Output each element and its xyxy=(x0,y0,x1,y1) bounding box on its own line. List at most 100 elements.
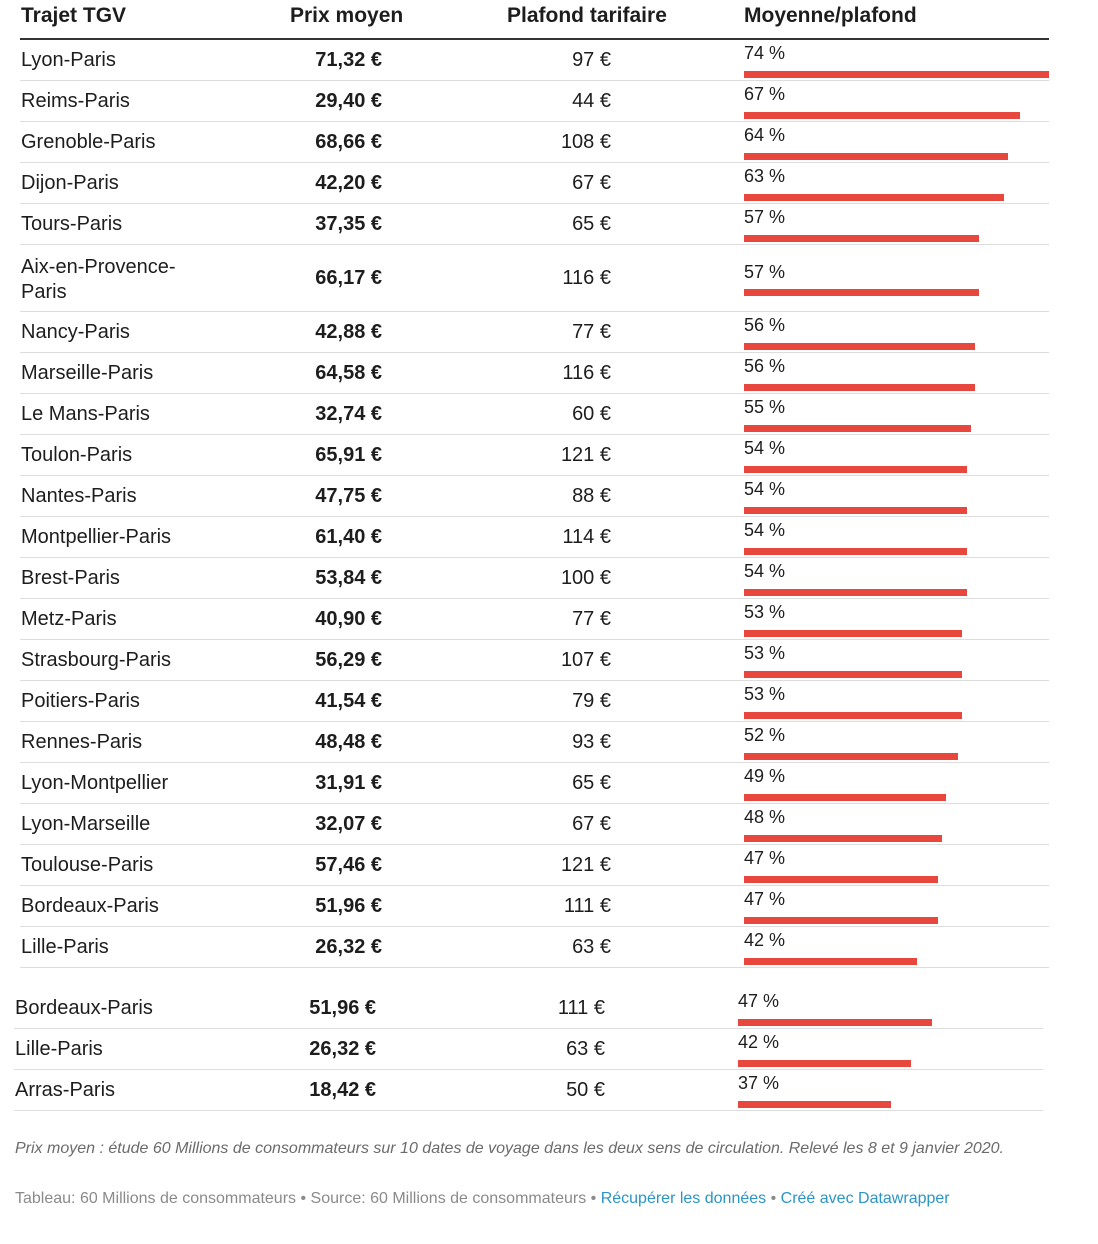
prix-cell: 32,07 € xyxy=(315,813,382,835)
table-row: Lille-Paris 26,32 € 63 € 42 % xyxy=(20,927,1049,968)
table-row: Grenoble-Paris 68,66 € 108 € 64 % xyxy=(20,122,1049,163)
ratio-label: 47 % xyxy=(744,848,786,868)
ratio-label: 54 % xyxy=(744,479,786,499)
route-cell: Lyon-Montpellier xyxy=(21,772,169,794)
ratio-bar xyxy=(744,548,967,555)
ratio-bar xyxy=(744,630,962,637)
ratio-label: 74 % xyxy=(744,43,786,63)
ratio-bar xyxy=(744,194,1004,201)
route-cell: Dijon-Paris xyxy=(21,172,119,194)
table-row: Lyon-Marseille 32,07 € 67 € 48 % xyxy=(20,804,1049,845)
plafond-cell: 111 € xyxy=(557,997,605,1019)
plafond-cell: 116 € xyxy=(562,362,611,384)
ratio-bar xyxy=(744,589,967,596)
ratio-bar xyxy=(744,466,967,473)
ratio-label: 48 % xyxy=(744,807,786,827)
prix-cell: 42,88 € xyxy=(315,321,382,343)
route-cell: Poitiers-Paris xyxy=(21,690,140,712)
column-header-prix[interactable]: Prix moyen xyxy=(290,4,404,27)
ratio-bar xyxy=(744,235,979,242)
route-cell: Toulon-Paris xyxy=(21,444,133,466)
ratio-label: 56 % xyxy=(744,356,786,376)
ratio-bar xyxy=(744,343,975,350)
download-data-link[interactable]: Récupérer les données xyxy=(600,1190,767,1207)
plafond-cell: 65 € xyxy=(572,772,611,794)
table-row: Nantes-Paris 47,75 € 88 € 54 % xyxy=(20,476,1049,517)
route-cell: Lille-Paris xyxy=(15,1038,103,1060)
ratio-bar xyxy=(744,917,938,924)
table-row: Dijon-Paris 42,20 € 67 € 63 % xyxy=(20,163,1049,204)
plafond-cell: 108 € xyxy=(560,131,611,153)
prix-cell: 71,32 € xyxy=(315,49,382,71)
table-row: Le Mans-Paris 32,74 € 60 € 55 % xyxy=(20,394,1049,435)
route-cell: Grenoble-Paris xyxy=(21,131,156,153)
credits-footer: Tableau: 60 Millions de consommateurs • … xyxy=(15,1190,950,1208)
column-header-ratio[interactable]: Moyenne/plafond xyxy=(744,4,917,27)
prix-cell: 65,91 € xyxy=(315,444,382,466)
table-row: Reims-Paris 29,40 € 44 € 67 % xyxy=(20,81,1049,122)
route-cell: Toulouse-Paris xyxy=(21,854,154,876)
route-cell: Lyon-Marseille xyxy=(21,813,151,835)
route-cell: Brest-Paris xyxy=(21,567,120,589)
table-row: Poitiers-Paris 41,54 € 79 € 53 % xyxy=(20,681,1049,722)
ratio-bar xyxy=(744,835,942,842)
route-cell: Lille-Paris xyxy=(21,936,109,958)
ratio-bar xyxy=(744,753,958,760)
column-header-plafond[interactable]: Plafond tarifaire xyxy=(507,4,667,27)
ratio-label: 57 % xyxy=(744,262,786,282)
ratio-bar xyxy=(738,1101,891,1108)
plafond-cell: 67 € xyxy=(572,172,611,194)
prix-cell: 48,48 € xyxy=(315,731,382,753)
prix-cell: 42,20 € xyxy=(315,172,382,194)
ratio-label: 64 % xyxy=(744,125,786,145)
ratio-label: 53 % xyxy=(744,684,786,704)
table-row: Lyon-Paris 71,32 € 97 € 74 % xyxy=(20,40,1049,81)
table-row: Strasbourg-Paris 56,29 € 107 € 53 % xyxy=(20,640,1049,681)
prix-cell: 26,32 € xyxy=(309,1038,376,1060)
data-table: Trajet TGV Prix moyen Plafond tarifaire … xyxy=(20,0,1049,968)
table-header: Trajet TGV Prix moyen Plafond tarifaire … xyxy=(20,0,1049,40)
ratio-bar xyxy=(744,289,979,296)
ratio-label: 53 % xyxy=(744,643,786,663)
route-cell: Lyon-Paris xyxy=(21,49,116,71)
prix-cell: 66,17 € xyxy=(315,267,382,289)
route-cell: Bordeaux-Paris xyxy=(21,895,159,917)
prix-cell: 29,40 € xyxy=(315,90,382,112)
ratio-bar xyxy=(738,1019,932,1026)
ratio-label: 54 % xyxy=(744,561,786,581)
table-row: Nancy-Paris 42,88 € 77 € 56 % xyxy=(20,312,1049,353)
table-row: Lyon-Montpellier 31,91 € 65 € 49 % xyxy=(20,763,1049,804)
ratio-bar xyxy=(744,507,967,514)
route-cell: Montpellier-Paris xyxy=(21,526,172,548)
route-cell: Le Mans-Paris xyxy=(21,403,150,425)
ratio-bar xyxy=(744,794,946,801)
ratio-label: 49 % xyxy=(744,766,786,786)
route-cell: Reims-Paris xyxy=(21,90,130,112)
credits-text: Tableau: 60 Millions de consommateurs • … xyxy=(15,1190,601,1207)
plafond-cell: 44 € xyxy=(572,90,611,112)
ratio-label: 55 % xyxy=(744,397,786,417)
route-cell: Nancy-Paris xyxy=(21,321,130,343)
route-cell: Marseille-Paris xyxy=(21,362,154,384)
credits-separator: • xyxy=(766,1190,781,1207)
ratio-label: 56 % xyxy=(744,315,786,335)
route-cell: Rennes-Paris xyxy=(21,731,143,753)
table-row: Toulon-Paris 65,91 € 121 € 54 % xyxy=(20,435,1049,476)
plafond-cell: 121 € xyxy=(560,444,611,466)
plafond-cell: 114 € xyxy=(562,526,611,548)
prix-cell: 37,35 € xyxy=(315,213,382,235)
route-cell: Tours-Paris xyxy=(21,213,123,235)
route-cell: Nantes-Paris xyxy=(21,485,137,507)
prix-cell: 51,96 € xyxy=(309,997,376,1019)
ratio-label: 54 % xyxy=(744,520,786,540)
ratio-bar xyxy=(744,112,1020,119)
column-header-route[interactable]: Trajet TGV xyxy=(21,4,127,27)
table-row: Lille-Paris 26,32 € 63 € 42 % xyxy=(14,1029,1043,1070)
table-row: Bordeaux-Paris 51,96 € 111 € 47 % xyxy=(14,988,1043,1029)
ratio-label: 57 % xyxy=(744,207,786,227)
plafond-cell: 50 € xyxy=(566,1079,605,1101)
prix-cell: 51,96 € xyxy=(315,895,382,917)
datawrapper-link[interactable]: Créé avec Datawrapper xyxy=(780,1190,950,1207)
route-cell: Bordeaux-Paris xyxy=(15,997,153,1019)
plafond-cell: 88 € xyxy=(572,485,611,507)
